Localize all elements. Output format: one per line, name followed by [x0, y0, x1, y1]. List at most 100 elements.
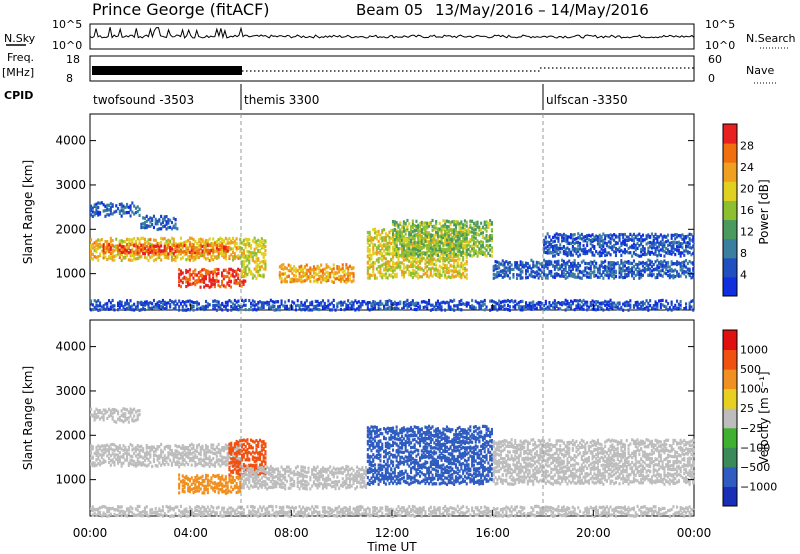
data-cell: [133, 212, 136, 216]
data-cell: [108, 456, 111, 460]
data-cell: [194, 448, 197, 453]
data-cell: [91, 210, 94, 214]
data-cell: [104, 444, 107, 448]
data-cell: [248, 299, 251, 303]
data-cell: [113, 304, 116, 308]
data-cell: [259, 240, 262, 244]
data-cell: [489, 219, 492, 223]
data-cell: [548, 259, 551, 263]
data-cell: [237, 465, 240, 469]
data-cell: [562, 232, 565, 236]
data-cell: [384, 247, 387, 251]
data-cell: [429, 242, 432, 246]
data-cell: [197, 458, 200, 462]
data-cell: [679, 254, 682, 258]
data-cell: [417, 248, 420, 252]
data-cell: [561, 234, 564, 238]
data-cell: [472, 221, 475, 226]
data-cell: [433, 224, 436, 228]
data-cell: [206, 457, 209, 461]
data-cell: [668, 250, 671, 254]
data-cell: [580, 237, 583, 241]
data-cell: [122, 240, 125, 244]
data-cell: [607, 300, 610, 304]
data-cell: [512, 273, 515, 277]
data-cell: [160, 442, 163, 446]
data-cell: [206, 269, 209, 273]
data-cell: [390, 273, 393, 277]
data-cell: [232, 250, 235, 254]
data-cell: [532, 275, 535, 279]
data-cell: [192, 244, 195, 248]
data-cell: [413, 269, 416, 273]
data-cell: [598, 237, 601, 241]
data-cell: [350, 304, 353, 308]
data-cell: [428, 247, 431, 251]
data-cell: [233, 244, 236, 248]
data-cell: [230, 490, 233, 494]
data-cell: [444, 308, 447, 312]
data-cell: [194, 279, 197, 283]
data-cell: [458, 264, 461, 268]
data-cell: [438, 304, 441, 308]
data-cell: [607, 240, 610, 244]
data-cell: [145, 214, 148, 218]
data-cell: [428, 254, 431, 258]
data-cell: [374, 243, 377, 247]
data-cell: [419, 242, 422, 246]
data-cell: [131, 240, 134, 244]
data-cell: [90, 302, 93, 306]
data-cell: [284, 306, 287, 311]
data-cell: [117, 308, 120, 312]
data-cell: [136, 304, 139, 308]
data-cell: [375, 250, 378, 254]
data-cell: [553, 272, 556, 276]
data-cell: [579, 264, 582, 268]
data-cell: [525, 261, 528, 265]
data-cell: [650, 250, 653, 254]
data-cell: [230, 452, 233, 456]
data-cell: [596, 270, 599, 274]
data-cell: [260, 304, 263, 308]
data-cell: [481, 300, 484, 304]
data-cell: [577, 254, 580, 258]
data-cell: [232, 455, 235, 459]
data-cell: [589, 301, 592, 305]
data-cell: [316, 299, 319, 304]
data-cell: [406, 267, 409, 271]
data-cell: [481, 231, 484, 235]
data-cell: [438, 275, 441, 280]
data-cell: [237, 443, 240, 447]
data-cell: [312, 268, 315, 272]
data-cell: [390, 241, 393, 245]
data-cell: [213, 279, 216, 283]
data-cell: [210, 476, 213, 480]
data-cell: [677, 261, 680, 265]
data-cell: [327, 265, 330, 269]
data-cell: [224, 275, 227, 279]
data-cell: [690, 299, 693, 303]
data-cell: [543, 250, 546, 254]
data-cell: [332, 304, 335, 308]
data-cell: [467, 227, 470, 231]
data-cell: [91, 242, 94, 246]
data-cell: [410, 228, 413, 232]
data-cell: [480, 240, 483, 244]
data-cell: [124, 415, 127, 419]
cpid-label: CPID: [4, 89, 33, 102]
data-cell: [111, 298, 114, 303]
data-cell: [188, 489, 191, 493]
data-cell: [688, 303, 691, 307]
data-cell: [97, 444, 100, 448]
data-cell: [192, 455, 195, 459]
data-cell: [142, 463, 145, 467]
data-cell: [392, 255, 395, 259]
data-cell: [485, 220, 488, 224]
data-cell: [668, 306, 671, 310]
data-cell: [415, 303, 418, 308]
data-cell: [366, 269, 369, 273]
data-cell: [118, 444, 121, 448]
data-cell: [614, 253, 617, 258]
data-cell: [402, 258, 405, 262]
data-cell: [224, 484, 227, 488]
